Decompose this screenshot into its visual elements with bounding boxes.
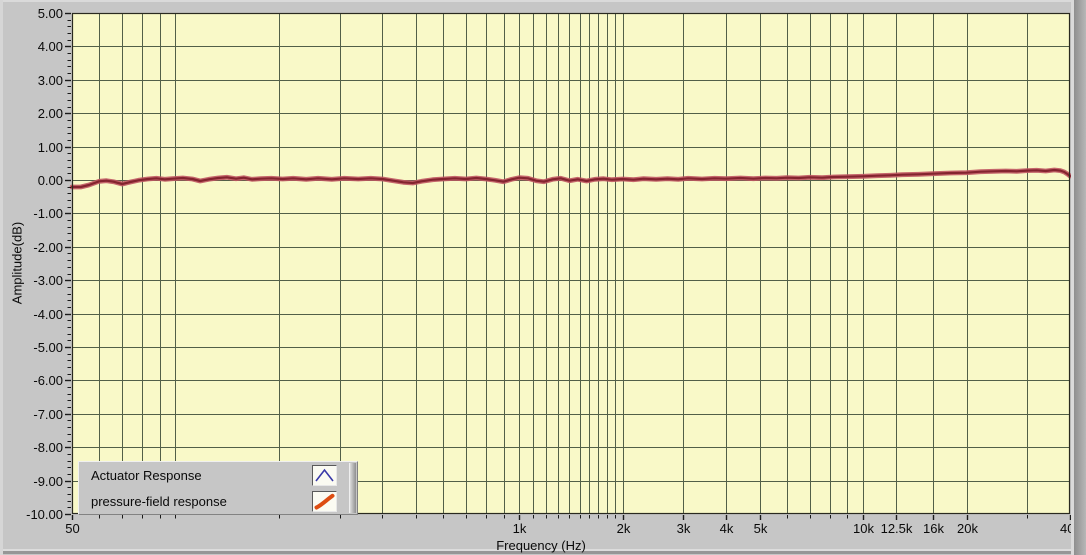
legend-item-actuator-response[interactable]: Actuator Response <box>79 462 357 488</box>
x-tick-label: 1k <box>513 521 527 536</box>
window-bevel-bottom-highlight <box>0 549 1086 551</box>
plot-area <box>72 13 1070 514</box>
y-tick-label: -9.00 <box>33 474 63 489</box>
y-tick-label: -1.00 <box>33 206 63 221</box>
legend-item-pressure-field-response[interactable]: pressure-field response <box>79 488 357 514</box>
window-bevel-right <box>1074 0 1086 555</box>
y-tick-label: 0.00 <box>38 173 63 188</box>
y-tick-label: -5.00 <box>33 340 63 355</box>
plot-border <box>71 12 1071 515</box>
y-tick-label: -2.00 <box>33 240 63 255</box>
legend-scrollbar[interactable] <box>349 463 356 513</box>
x-tick-label: 5k <box>754 521 768 536</box>
window-bevel-top <box>0 0 1086 2</box>
peak-line-icon[interactable] <box>312 465 337 486</box>
x-axis-title: Frequency (Hz) <box>496 538 586 553</box>
y-tick-label: 2.00 <box>38 106 63 121</box>
legend-label-actuator-response: Actuator Response <box>91 468 202 483</box>
window-bevel-bottom <box>0 551 1086 554</box>
plot-legend[interactable]: Actuator Response pressure-field respons… <box>78 461 358 515</box>
y-tick-label: -4.00 <box>33 307 63 322</box>
x-tick-label: 2k <box>617 521 631 536</box>
x-tick-label: 4k <box>720 521 734 536</box>
y-tick-label: 4.00 <box>38 39 63 54</box>
x-tick-label: 3k <box>677 521 691 536</box>
y-tick-label: -3.00 <box>33 273 63 288</box>
x-tick-label: 10k <box>853 521 874 536</box>
x-tick-label: 20k <box>957 521 978 536</box>
x-tick-label: 16k <box>923 521 944 536</box>
rising-line-icon[interactable] <box>312 491 337 512</box>
window-bevel-right-highlight <box>1071 0 1074 555</box>
x-tick-label: 12.5k <box>881 521 913 536</box>
legend-label-pressure-field-response: pressure-field response <box>91 494 227 509</box>
y-tick-label: 5.00 <box>38 6 63 21</box>
y-tick-label: 3.00 <box>38 73 63 88</box>
response-curve <box>70 168 1072 189</box>
y-tick-label: -10.00 <box>26 507 63 522</box>
y-tick-label: 1.00 <box>38 140 63 155</box>
y-tick-label: -8.00 <box>33 440 63 455</box>
y-tick-label: -7.00 <box>33 407 63 422</box>
x-tick-label: 50 <box>65 521 79 536</box>
window-bevel-left <box>0 0 3 555</box>
y-axis-title: Amplitude(dB) <box>9 221 25 305</box>
y-tick-label: -6.00 <box>33 373 63 388</box>
